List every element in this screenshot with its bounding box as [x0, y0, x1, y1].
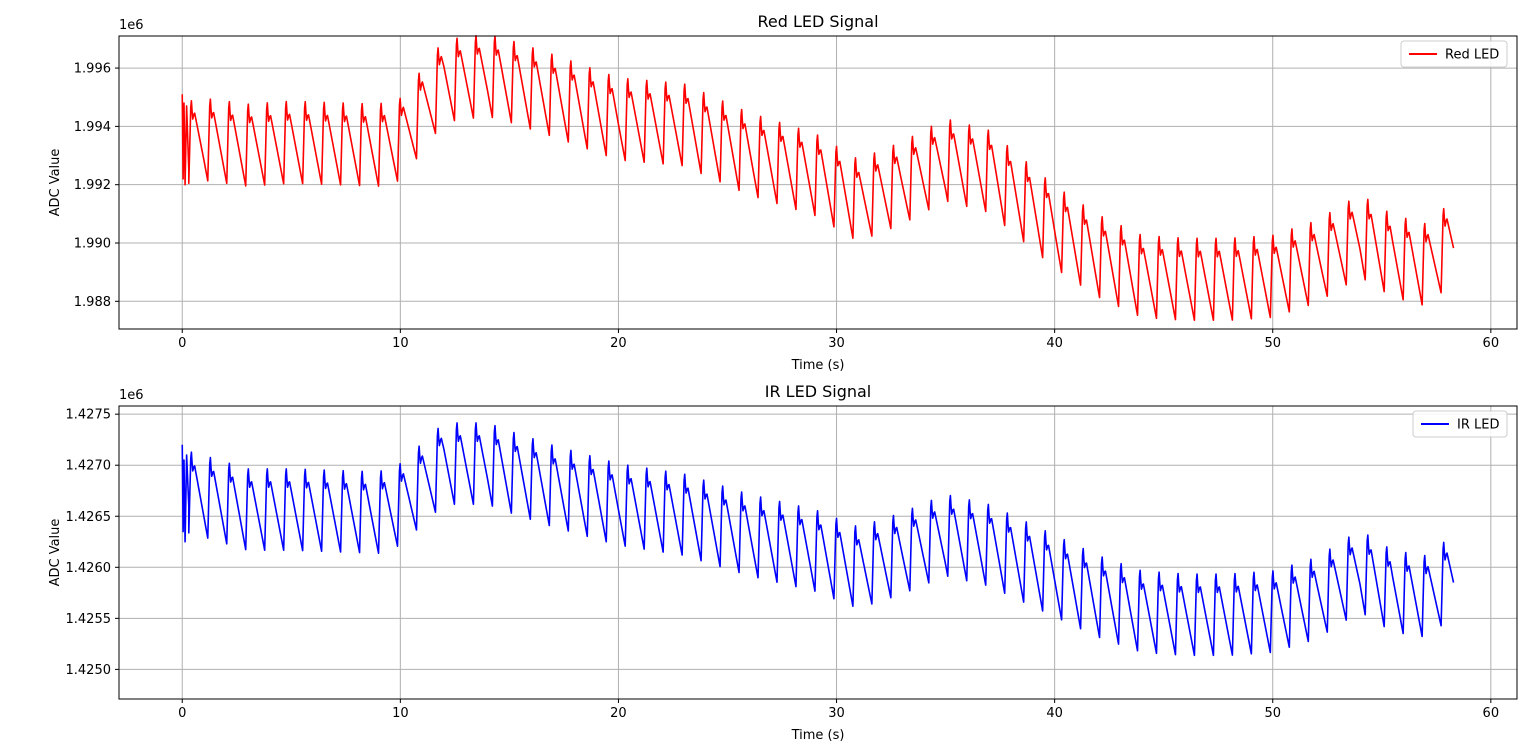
ir-led-y-axis-label: ADC Value: [48, 519, 63, 587]
ir-led-y-tick-label: 1.4250: [66, 663, 112, 678]
ir-led-x-tick-label: 60: [1483, 706, 1500, 721]
red-led-x-tick-label: 20: [610, 336, 627, 351]
ir-led-y-tick-label: 1.4260: [66, 561, 112, 576]
ir-led-x-axis-label: Time (s): [791, 728, 845, 743]
red-led-x-tick-label: 10: [392, 336, 409, 351]
ir-led-y-tick-label: 1.4275: [66, 408, 112, 423]
ir-led-chart-title: IR LED Signal: [765, 382, 872, 401]
red-led-y-tick-label: 1.990: [74, 236, 111, 251]
ir-led-x-tick-label: 0: [178, 706, 186, 721]
red-led-offset-label: 1e6: [119, 18, 144, 33]
ir-led-legend-box: [1412, 410, 1508, 438]
ir-led-offset-label: 1e6: [119, 388, 144, 403]
ir-led-y-tick-label: 1.4255: [66, 612, 112, 627]
red-led-axes-frame: [118, 35, 1518, 330]
ir-led-series-line: [181, 422, 1455, 657]
ir-led-x-tick-label: 50: [1264, 706, 1281, 721]
ir-led-y-tick-label: 1.4270: [66, 459, 112, 474]
red-led-y-tick-label: 1.988: [74, 295, 111, 310]
red-led-y-tick-label: 1.996: [74, 62, 111, 77]
ir-led-x-tick-label: 20: [610, 706, 627, 721]
ir-led-legend-label: IR LED: [1457, 418, 1499, 433]
red-led-x-tick-label: 0: [178, 336, 186, 351]
red-led-x-tick-label: 30: [828, 336, 845, 351]
red-led-series-line: [181, 34, 1455, 322]
red-led-x-tick-label: 50: [1264, 336, 1281, 351]
red-led-x-tick-label: 40: [1046, 336, 1063, 351]
red-led-y-axis-label: ADC Value: [48, 149, 63, 217]
red-led-chart-title: Red LED Signal: [757, 12, 878, 31]
red-led-x-tick-label: 60: [1483, 336, 1500, 351]
red-led-x-axis-label: Time (s): [791, 358, 845, 373]
ir-led-axes-frame: [118, 405, 1518, 700]
ir-led-y-tick-label: 1.4265: [66, 510, 112, 525]
ir-led-x-tick-label: 10: [392, 706, 409, 721]
red-led-y-tick-label: 1.994: [74, 120, 111, 135]
red-led-legend-label: Red LED: [1445, 48, 1499, 63]
red-led-legend-box: [1400, 40, 1508, 68]
ir-led-panel: 0 10 20 30 40 50 60 1.4250 1.4255 1.4260 1.4265 1.4…: [48, 382, 1518, 743]
ir-led-x-tick-label: 30: [828, 706, 845, 721]
ir-led-x-tick-label: 40: [1046, 706, 1063, 721]
red-led-panel: 0 10 20 30 40 50 60 1.988 1.990 1.992 1.994 1.996 1e…: [48, 12, 1518, 373]
red-led-y-tick-label: 1.992: [74, 178, 111, 193]
